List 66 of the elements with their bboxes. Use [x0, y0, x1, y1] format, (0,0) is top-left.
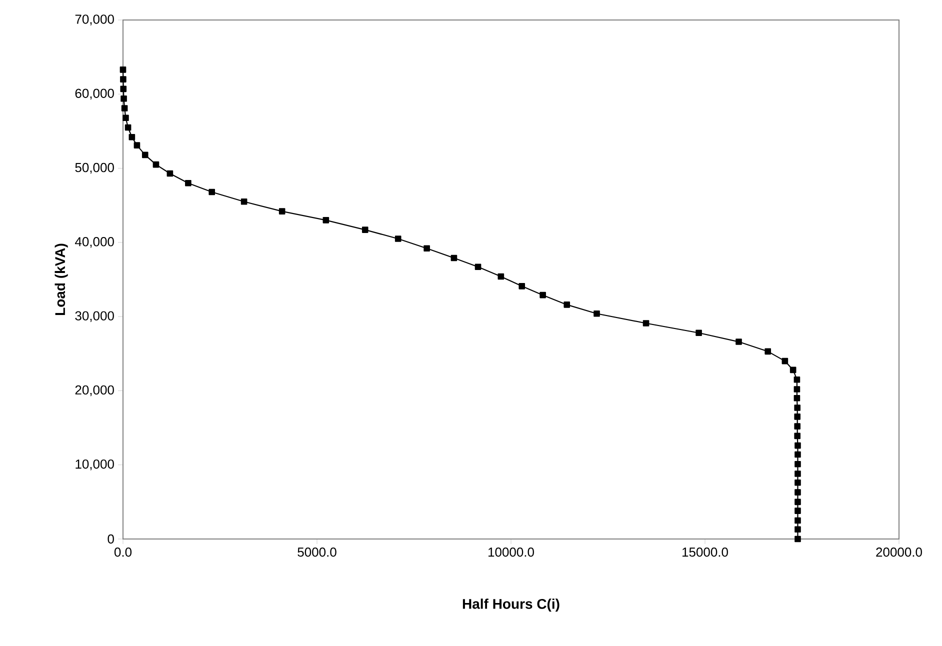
point: [134, 142, 140, 148]
point: [128, 134, 136, 140]
point: [794, 526, 801, 533]
y-tick-label: 0: [108, 534, 114, 544]
point: [152, 161, 160, 168]
point: [794, 432, 800, 440]
point: [794, 404, 800, 411]
y-tick-label: 70,000: [75, 14, 114, 26]
point: [185, 180, 192, 186]
point: [794, 414, 800, 420]
point: [794, 394, 800, 402]
point: [764, 348, 772, 355]
point: [124, 124, 132, 131]
point: [794, 517, 801, 524]
x-tick-label: 5000.0: [298, 548, 336, 557]
point: [790, 366, 796, 374]
x-tick-label: 15000.0: [682, 548, 728, 557]
point: [794, 480, 801, 486]
point: [794, 470, 801, 477]
point: [736, 338, 742, 345]
point: [394, 236, 402, 242]
point: [794, 498, 801, 506]
point: [794, 376, 800, 383]
x-axis-title: Half Hours C(i): [462, 598, 560, 612]
point: [642, 320, 650, 326]
point: [142, 152, 148, 158]
point: [362, 226, 368, 233]
point: [564, 302, 570, 308]
point: [794, 423, 800, 430]
point: [120, 66, 126, 73]
y-axis-title: Load (kVA): [54, 244, 68, 315]
point: [794, 508, 801, 514]
point: [208, 188, 216, 196]
point: [794, 442, 801, 449]
point: [450, 254, 458, 262]
point: [794, 489, 801, 496]
y-tick-label: 10,000: [76, 459, 114, 470]
point: [474, 264, 482, 270]
point: [120, 95, 127, 102]
point: [782, 358, 788, 364]
x-tick-label: 10000.0: [488, 548, 534, 557]
point: [424, 245, 430, 252]
point: [122, 114, 129, 122]
point: [166, 170, 174, 177]
point: [794, 386, 800, 392]
point: [794, 460, 801, 468]
point: [120, 86, 127, 92]
point: [120, 76, 126, 82]
point: [696, 330, 702, 336]
y-tick-label: 40,000: [75, 237, 114, 248]
y-tick-label: 30,000: [75, 311, 114, 322]
point: [794, 536, 801, 542]
point: [322, 217, 330, 224]
point: [278, 208, 286, 214]
point: [498, 273, 504, 280]
point: [121, 105, 128, 112]
point: [540, 292, 546, 298]
y-tick-label: 50,000: [75, 162, 114, 174]
point: [240, 198, 248, 205]
x-tick-label: 0.0: [114, 548, 132, 557]
y-tick-label: 60,000: [75, 88, 114, 100]
point: [594, 310, 600, 317]
y-tick-label: 20,000: [75, 385, 114, 396]
x-tick-label: 20000.0: [876, 548, 922, 557]
point: [518, 283, 526, 290]
point: [794, 451, 801, 458]
